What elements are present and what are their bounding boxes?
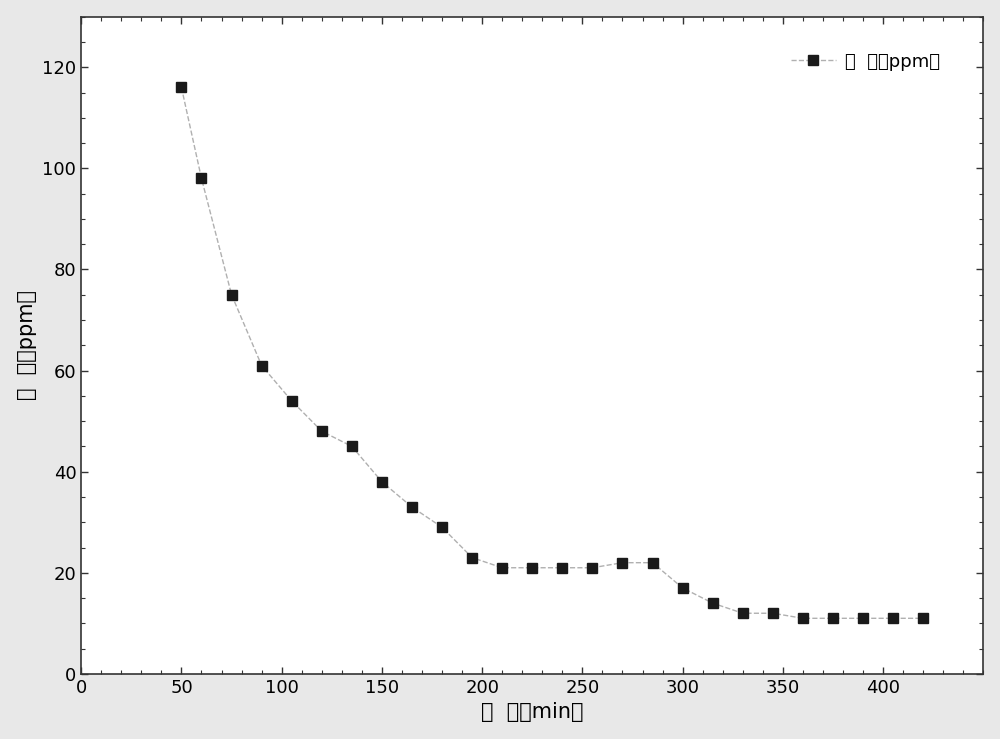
甲  醒（ppm） xyxy=(195,174,207,183)
甲  醒（ppm） xyxy=(797,614,809,623)
甲  醒（ppm） xyxy=(346,442,358,451)
甲  醒（ppm） xyxy=(256,361,268,370)
甲  醒（ppm） xyxy=(857,614,869,623)
甲  醒（ppm） xyxy=(376,477,388,486)
甲  醒（ppm） xyxy=(827,614,839,623)
甲  醒（ppm） xyxy=(226,290,238,299)
甲  醒（ppm） xyxy=(175,83,187,92)
甲  醒（ppm） xyxy=(526,563,538,572)
甲  醒（ppm） xyxy=(466,554,478,562)
甲  醒（ppm） xyxy=(707,599,719,607)
甲  醒（ppm） xyxy=(647,558,659,567)
甲  醒（ppm） xyxy=(737,609,749,618)
甲  醒（ppm） xyxy=(406,503,418,511)
Y-axis label: 甲  醒（ppm）: 甲 醒（ppm） xyxy=(17,290,37,401)
甲  醒（ppm） xyxy=(917,614,929,623)
甲  醒（ppm） xyxy=(556,563,568,572)
甲  醒（ppm） xyxy=(286,396,298,405)
甲  醒（ppm） xyxy=(496,563,508,572)
甲  醒（ppm） xyxy=(586,563,598,572)
甲  醒（ppm） xyxy=(677,584,689,593)
甲  醒（ppm） xyxy=(767,609,779,618)
甲  醒（ppm） xyxy=(616,558,628,567)
甲  醒（ppm） xyxy=(436,523,448,532)
Legend: 甲  醒（ppm）: 甲 醒（ppm） xyxy=(784,45,947,78)
甲  醒（ppm） xyxy=(887,614,899,623)
X-axis label: 时  间（min）: 时 间（min） xyxy=(481,702,584,722)
甲  醒（ppm） xyxy=(316,427,328,436)
Line: 甲  醒（ppm）: 甲 醒（ppm） xyxy=(177,83,928,623)
